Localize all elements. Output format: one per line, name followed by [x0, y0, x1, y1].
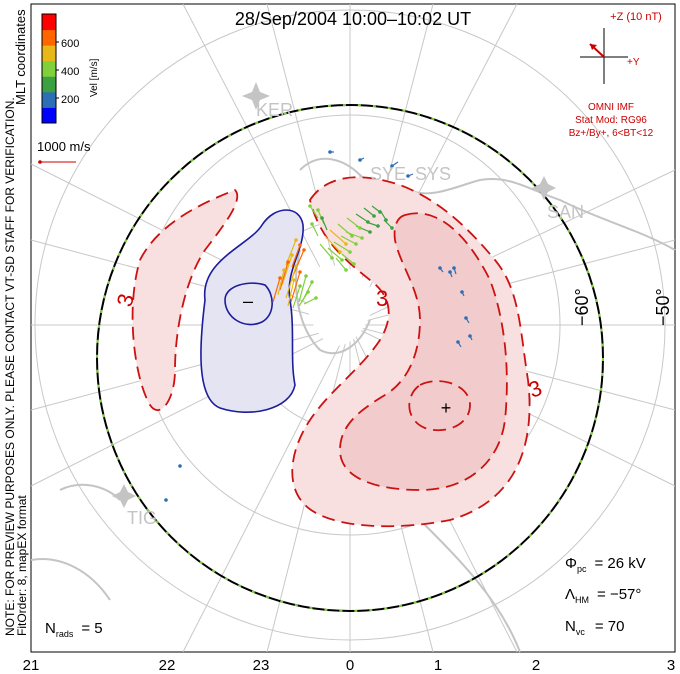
hm-boundary	[96, 104, 604, 612]
velocity-vector	[298, 275, 307, 303]
colorbar-segment	[42, 45, 56, 62]
velocity-vector	[465, 317, 470, 324]
imf-bin-label: Bz+/By+, 6<BT<12	[569, 128, 654, 139]
mlt-tick-3: 3	[667, 657, 675, 674]
station-tig-label: TIG	[127, 508, 157, 528]
station-sye-label: SYE	[370, 164, 406, 184]
velocity-vector	[291, 244, 301, 268]
stats-panel: Φpc = 26 kV ΛHM = −57° Nvc = 70 Nrads = 5	[45, 555, 646, 639]
velocity-vector	[333, 241, 351, 253]
lat-label-60: −60°	[572, 288, 592, 326]
colorbar-tick-600: 600	[61, 38, 79, 50]
velocity-vector	[319, 243, 333, 259]
colorbar-tick-200: 200	[61, 94, 79, 106]
imf-clock: +Z (10 nT) +Y OMNI IMF Stat Mod: RG96 Bz…	[569, 11, 662, 139]
colorbar-segment	[42, 29, 56, 46]
colorbar-unit-label: Vel [m/s]	[89, 58, 100, 97]
potential-max-marker: +	[441, 398, 452, 418]
phi-pc-stat: Φpc = 26 kV	[565, 555, 646, 574]
potential-min-marker: –	[243, 291, 253, 311]
fitorder-note: FitOrder: 8, mapEX format	[15, 495, 29, 636]
mlt-tick-2: 2	[532, 657, 540, 674]
velocity-vector	[272, 277, 281, 303]
mlt-tick-1: 1	[434, 657, 442, 674]
velocity-vector	[277, 269, 285, 296]
velocity-vector	[346, 217, 361, 229]
velocity-vectors	[164, 150, 473, 502]
colorbar-segment	[42, 14, 56, 31]
positive-potential-cell: + 3 3 3	[112, 176, 545, 528]
velocity-vector	[287, 279, 295, 307]
mlt-axis: 21 22 23 0 1 2 3	[23, 657, 676, 674]
velocity-vector	[457, 341, 462, 348]
station-san-icon	[532, 176, 556, 200]
imf-model-label: Stat Mod: RG96	[575, 115, 647, 126]
velocity-vector	[285, 265, 297, 299]
velocity-vector	[391, 161, 399, 167]
imf-y-label: +Y	[627, 57, 640, 68]
coordinate-system-label: MLT coordinates	[13, 9, 28, 105]
velocity-vector	[383, 219, 393, 229]
colorbar-segment	[42, 60, 56, 77]
velocity-vector	[281, 254, 293, 286]
velocity-vector	[453, 267, 457, 275]
velocity-vector	[321, 217, 328, 231]
contour-label-center: 3	[376, 286, 388, 311]
pole-gap	[306, 265, 374, 346]
colorbar-segment	[42, 91, 56, 108]
vector-origin	[178, 464, 182, 468]
velocity-vector	[298, 291, 309, 307]
velocity-colorbar: 600 400 200 Vel [m/s]	[41, 13, 100, 124]
velocity-vector	[341, 253, 355, 265]
velocity-vector	[439, 267, 444, 273]
colorbar-tick-400: 400	[61, 66, 79, 78]
velocity-vector	[340, 235, 357, 245]
nvc-stat: Nvc = 70	[565, 618, 624, 637]
mlt-tick-0: 0	[346, 657, 354, 674]
velocity-vector	[279, 261, 289, 291]
velocity-vector	[355, 213, 369, 223]
map-title: 28/Sep/2004 10:00–10:02 UT	[235, 9, 471, 29]
velocity-vector	[327, 247, 343, 261]
velocity-vector	[337, 223, 353, 237]
velocity-vector	[290, 271, 301, 303]
velocity-vector	[461, 291, 465, 297]
lat-label-50: −50°	[653, 288, 673, 326]
lambda-hm-stat: ΛHM = −57°	[565, 586, 641, 605]
mlt-tick-22: 22	[159, 657, 176, 674]
station-tig-icon	[112, 484, 136, 508]
velocity-vector	[303, 297, 317, 305]
plot-frame	[30, 3, 676, 653]
colorbar-segment	[42, 76, 56, 93]
station-ker-icon	[242, 82, 270, 110]
radar-stations: KER SYE SYS SAN TIG	[112, 82, 584, 528]
scale-vector-label: 1000 m/s	[37, 139, 91, 154]
velocity-vector	[292, 285, 301, 309]
velocity-vector	[311, 223, 319, 237]
preview-note: NOTE: FOR PREVIEW PURPOSES ONLY. PLEASE …	[3, 97, 17, 636]
station-san-label: SAN	[547, 202, 584, 222]
mlt-tick-23: 23	[253, 657, 270, 674]
velocity-vector	[335, 257, 347, 271]
velocity-vector	[371, 205, 381, 213]
velocity-vector	[363, 207, 375, 217]
nrads-stat: Nrads = 5	[45, 620, 103, 639]
velocity-vector	[359, 157, 365, 161]
velocity-vector	[449, 271, 453, 278]
imf-source-label: OMNI IMF	[588, 102, 634, 113]
velocity-vector	[329, 229, 347, 245]
station-sys-label: SYS	[415, 164, 451, 184]
scale-vector: 1000 m/s	[37, 139, 91, 164]
velocity-vector	[309, 205, 319, 219]
mlt-tick-21: 21	[23, 657, 40, 674]
velocity-vector	[324, 235, 341, 253]
colorbar-segment	[42, 107, 56, 124]
velocity-vector	[469, 335, 473, 341]
velocity-vector	[379, 209, 387, 221]
vector-origin	[164, 498, 168, 502]
station-ker-label: KER	[256, 100, 293, 120]
imf-scale-label: +Z (10 nT)	[610, 11, 662, 23]
velocity-vector	[407, 173, 414, 177]
